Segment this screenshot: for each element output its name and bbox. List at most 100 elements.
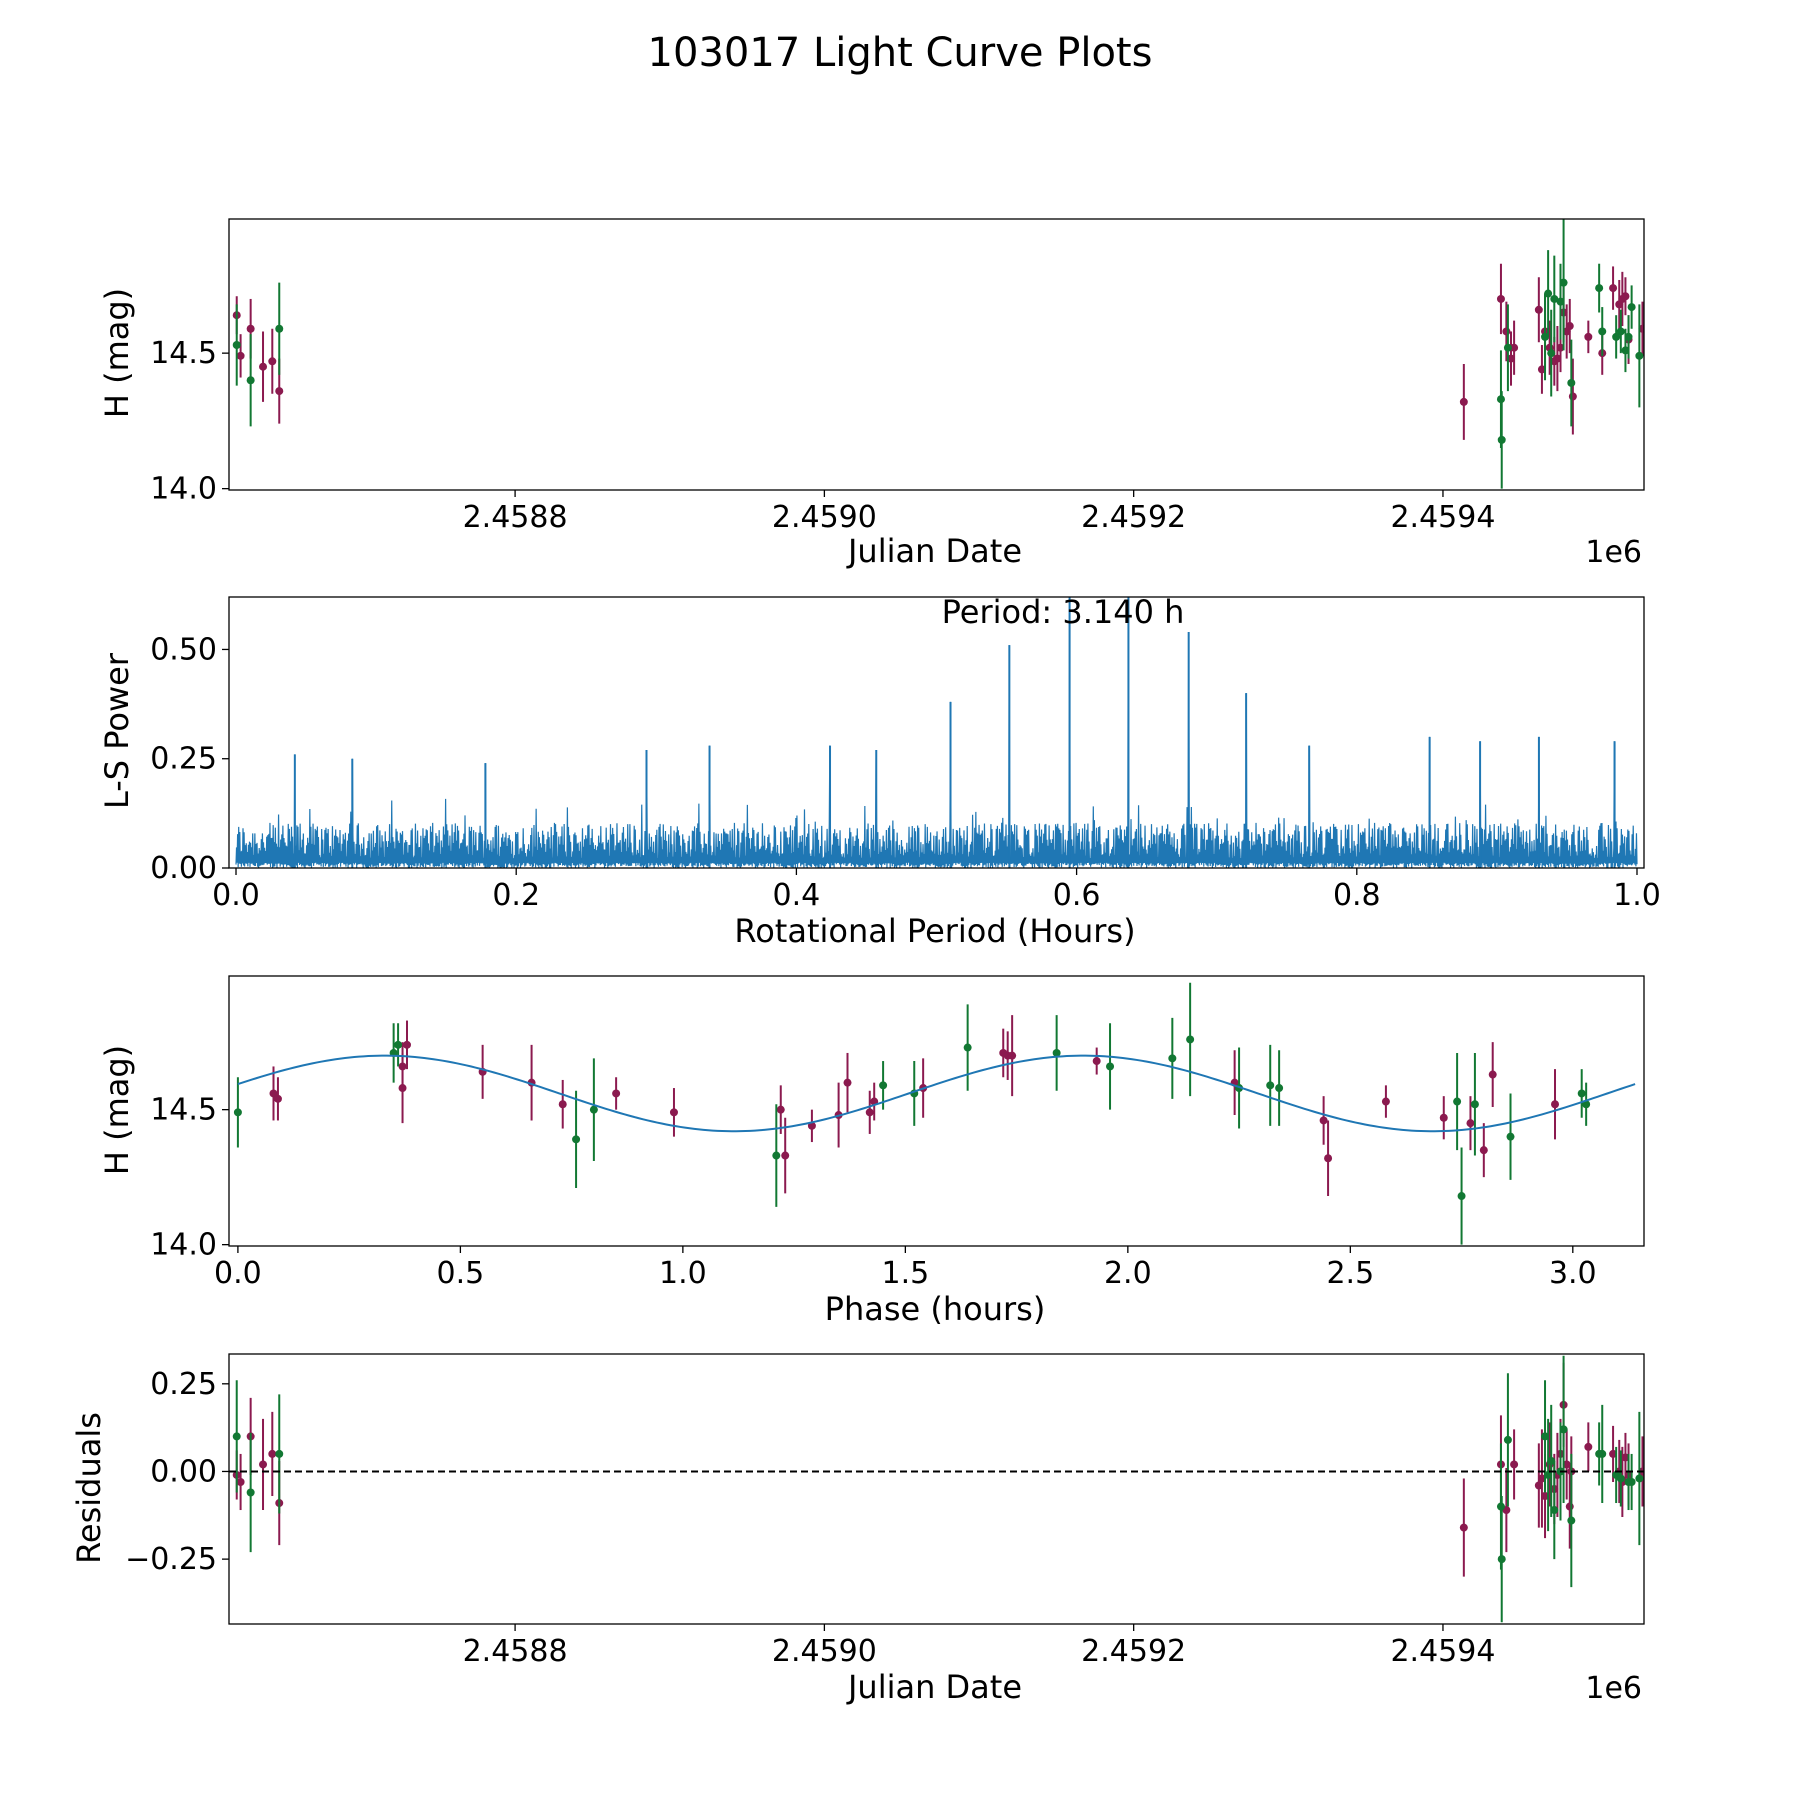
phased-point-red [1479,1146,1488,1155]
lightcurve-point-red [1568,392,1577,401]
phased-point-green [394,1040,403,1049]
residuals-point-green [1547,1456,1556,1465]
periodogram-y-tick-label: 0.00 [150,851,217,886]
residuals-point-red [259,1460,268,1469]
phased-point-green [1457,1192,1466,1201]
lightcurve-point-green [1635,351,1644,360]
phased-x-tick-label: 1.0 [659,1256,707,1291]
period-annotation: Period: 3.140 h [942,593,1185,631]
residuals-point-green [1503,1435,1512,1444]
periodogram-x-tick-label: 0.8 [1333,878,1381,913]
lightcurve-point-green [1556,297,1565,306]
phased-x-tick-label: 3.0 [1549,1256,1597,1291]
residuals-point-red [1609,1449,1618,1458]
phased-point-red [1551,1100,1560,1109]
phased-point-green [1186,1035,1195,1044]
lightcurve-x-tick-label: 2.4594 [1390,500,1495,535]
residuals-point-green [275,1449,284,1458]
lightcurve-y-label: H (mag) [98,288,136,418]
lightcurve-point-red [1510,343,1519,352]
residuals-point-red [1565,1502,1574,1511]
residuals-panel: Residuals Julian Date 1e6 [70,1412,1642,1706]
residuals-point-green [1544,1470,1553,1479]
lightcurve-point-green [1550,294,1559,303]
residuals-x-tick-label: 2.4592 [1081,1634,1186,1669]
phased-point-red [398,1084,407,1093]
periodogram-y-tick-label: 0.25 [150,742,217,777]
residuals-point-green [1567,1516,1576,1525]
periodogram-panel: L-S Power Rotational Period (Hours) [98,652,1136,950]
phased-point-green [589,1105,598,1114]
phased-point-green [1266,1081,1275,1090]
lightcurve-point-red [1556,343,1565,352]
phased-point-red [807,1121,816,1130]
phased-point-green [1106,1062,1115,1071]
lightcurve-point-green [1624,332,1633,341]
phased-point-red [776,1105,785,1114]
residuals-frame [228,1353,1645,1625]
lightcurve-panel: H (mag) Julian Date 1e6 [98,288,1642,570]
lightcurve-point-green [232,341,241,350]
lightcurve-x-tick-label: 2.4592 [1081,500,1186,535]
lightcurve-point-green [1598,327,1607,336]
residuals-point-green [232,1432,241,1441]
lightcurve-point-red [1496,294,1505,303]
lightcurve-y-tick-label: 14.0 [150,472,217,507]
lightcurve-x-tick-label: 2.4590 [772,500,877,535]
residuals-point-red [268,1449,277,1458]
lightcurve-point-red [1507,354,1516,363]
phased-point-red [1488,1070,1497,1079]
phased-point-green [1506,1132,1515,1141]
lightcurve-data [232,219,1644,489]
lightcurve-point-red [259,362,268,371]
residuals-data [232,1355,1644,1623]
periodogram-frame [228,596,1645,869]
residuals-point-green [246,1488,255,1497]
lightcurve-x-label: Julian Date [846,532,1022,570]
lightcurve-point-red [1609,284,1618,293]
lightcurve-point-red [1565,322,1574,331]
phased-model-curve [237,1054,1636,1133]
lightcurve-point-red [246,324,255,333]
periodogram-y-tick-label: 0.50 [150,632,217,667]
residuals-offset-label: 1e6 [1585,1671,1642,1706]
periodogram-line [235,597,1638,868]
phased-panel: H (mag) Phase (hours) [98,1045,1045,1328]
phased-point-green [1052,1048,1061,1057]
lightcurve-point-red [236,351,245,360]
periodogram-axes: 0.0 0.2 0.4 0.6 0.8 1.0 0.00 0.25 0.50 [150,632,1661,913]
phased-point-red [612,1089,621,1098]
residuals-point-green [1627,1477,1636,1486]
periodogram-x-tick-label: 0.0 [212,878,260,913]
phased-point-red [558,1100,567,1109]
phased-x-tick-label: 0.0 [214,1256,262,1291]
lightcurve-y-tick-label: 14.5 [150,336,217,371]
phased-point-green [1470,1100,1479,1109]
phased-point-red [269,1089,278,1098]
periodogram-y-label: L-S Power [98,652,136,809]
phased-y-tick-label: 14.0 [150,1228,217,1263]
residuals-point-green [1598,1449,1607,1458]
phased-point-green [1453,1097,1462,1106]
phased-point-red [1381,1097,1390,1106]
lightcurve-point-green [1595,284,1604,293]
phased-point-green [963,1043,972,1052]
residuals-y-tick-label: −0.25 [125,1542,217,1577]
lightcurve-point-red [1534,305,1543,314]
lightcurve-point-green [1567,378,1576,387]
phased-axes: 0.0 0.5 1.0 1.5 2.0 2.5 3.0 14.0 14.5 [150,1093,1596,1291]
lightcurve-point-green [1627,303,1636,312]
lightcurve-point-red [1502,327,1511,336]
lightcurve-point-green [1612,332,1621,341]
residuals-point-red [1541,1492,1550,1501]
residuals-point-green [1550,1506,1559,1515]
lightcurve-point-red [1553,354,1562,363]
phased-point-red [843,1078,852,1087]
residuals-point-red [1584,1442,1593,1451]
phased-x-tick-label: 2.0 [1104,1256,1152,1291]
lightcurve-point-green [1503,343,1512,352]
periodogram-x-tick-label: 0.2 [492,878,540,913]
residuals-point-red [1562,1460,1571,1469]
residuals-axes: 2.4588 2.4590 2.4592 2.4594 −0.25 0.00 0.25 [125,1367,1495,1669]
lightcurve-x-tick-label: 2.4588 [463,500,568,535]
